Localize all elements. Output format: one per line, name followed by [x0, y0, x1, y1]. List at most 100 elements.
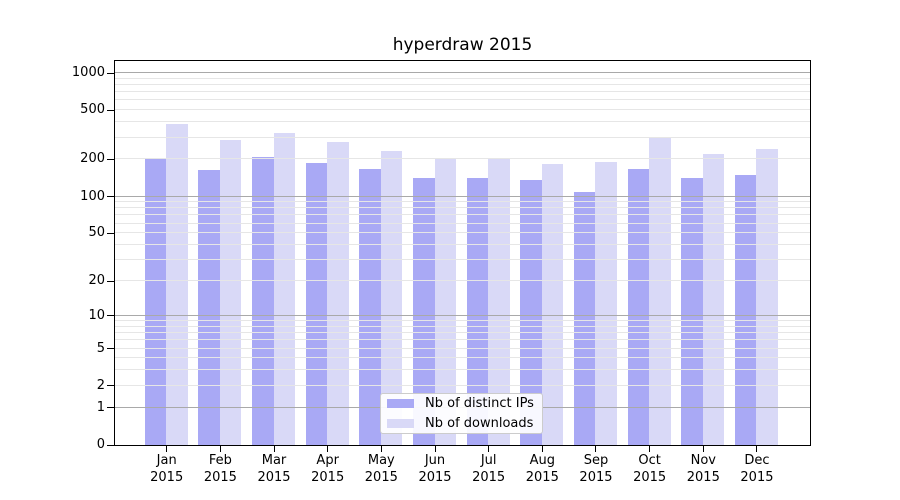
x-tick-label-month: Dec	[744, 453, 770, 468]
x-tick-label: Nov 2015	[671, 453, 735, 486]
x-tick-label: Jul 2015	[457, 453, 521, 486]
gridline-minor	[114, 136, 810, 138]
bar-downloads	[273, 132, 296, 445]
x-tick-label-month: Jan	[156, 453, 177, 468]
y-tick-label: 500	[80, 102, 105, 118]
y-tick-mark	[106, 407, 114, 409]
x-tick-mark	[434, 446, 436, 452]
bar-ips	[305, 162, 328, 445]
y-tick-label: 10	[88, 307, 105, 323]
x-tick-mark	[219, 446, 221, 452]
bar-downloads	[434, 157, 456, 445]
x-tick-label-month: Mar	[261, 453, 287, 468]
bar-ips	[252, 157, 274, 445]
x-tick-label-year: 2015	[525, 469, 559, 485]
gridline-minor	[114, 339, 810, 341]
gridline-minor	[114, 320, 810, 322]
x-tick-label-month: Oct	[638, 453, 661, 468]
bar-ips	[734, 175, 757, 445]
x-tick-label-year: 2015	[203, 469, 237, 485]
bar-ips	[627, 168, 650, 445]
gridline-minor	[114, 201, 810, 203]
x-tick-label: Jun 2015	[403, 453, 467, 486]
x-tick-label-year: 2015	[418, 469, 452, 485]
x-tick-label: Mar 2015	[242, 453, 306, 486]
x-tick-label: Dec 2015	[725, 453, 789, 486]
bar-ips	[198, 170, 220, 445]
y-tick-mark	[106, 315, 114, 317]
x-tick-label: Sep 2015	[564, 453, 628, 486]
y-tick-mark	[106, 280, 114, 282]
gridline-minor	[114, 280, 810, 282]
bar-ips	[359, 168, 381, 445]
gridline-minor	[114, 259, 810, 261]
bar-downloads	[595, 162, 617, 445]
x-tick-label-year: 2015	[364, 469, 398, 485]
y-tick-mark	[106, 348, 114, 350]
y-tick-label: 0	[96, 437, 105, 452]
legend-swatch	[387, 399, 414, 408]
x-tick-label-month: Apr	[316, 453, 339, 468]
x-tick-label-month: May	[367, 453, 395, 468]
gridline-minor	[114, 214, 810, 216]
legend-swatch	[387, 419, 414, 428]
y-tick-label: 5	[96, 340, 105, 356]
bar-ips	[520, 179, 542, 445]
y-tick-label: 100	[80, 188, 105, 204]
bar-downloads	[166, 124, 188, 445]
legend-item: Nb of distinct IPs	[387, 395, 542, 412]
x-tick-label-month: Jun	[424, 453, 446, 468]
gridline-minor	[114, 99, 810, 101]
x-tick-label-year: 2015	[686, 469, 720, 485]
y-tick-mark	[106, 444, 114, 446]
x-tick-label-month: Nov	[690, 453, 716, 468]
bar-downloads	[756, 148, 778, 445]
y-tick-label: 20	[88, 273, 105, 289]
gridline-minor	[114, 347, 810, 349]
x-tick-label: Apr 2015	[296, 453, 360, 486]
y-tick-mark	[106, 232, 114, 234]
x-tick-label-month: Feb	[208, 453, 232, 468]
y-tick-mark	[106, 158, 114, 160]
x-tick-mark	[756, 446, 758, 452]
x-tick-label-year: 2015	[472, 469, 506, 485]
x-tick-mark	[541, 446, 543, 452]
gridline-minor	[114, 222, 810, 224]
x-tick-label-month: Jul	[480, 453, 497, 468]
y-tick-label: 1000	[71, 65, 105, 80]
y-tick-label: 2	[96, 377, 105, 393]
x-tick-label-year: 2015	[257, 469, 291, 485]
gridline-minor	[114, 369, 810, 371]
bar-downloads	[488, 157, 510, 445]
gridline-minor	[114, 84, 810, 85]
bar-ips	[144, 158, 167, 445]
x-tick-label-year: 2015	[311, 469, 345, 485]
x-tick-mark	[702, 446, 704, 452]
plot-area	[113, 59, 811, 446]
bar-downloads	[649, 137, 671, 445]
x-tick-mark	[327, 446, 329, 452]
gridline-minor	[114, 332, 810, 334]
x-tick-label-year: 2015	[579, 469, 613, 485]
x-tick-mark	[273, 446, 275, 452]
y-tick-mark	[106, 385, 114, 387]
y-tick-mark	[106, 72, 114, 74]
x-tick-mark	[649, 446, 651, 452]
bar-downloads	[541, 164, 564, 445]
x-tick-label-month: Sep	[583, 453, 609, 468]
bar-ips	[573, 192, 596, 445]
y-tick-label: 200	[80, 151, 105, 167]
gridline-major	[114, 195, 810, 197]
x-tick-mark	[380, 446, 382, 452]
y-tick-mark	[106, 109, 114, 111]
x-tick-label: May 2015	[349, 453, 413, 486]
gridline-minor	[114, 325, 810, 327]
gridline-minor	[114, 158, 810, 160]
x-tick-mark	[488, 446, 490, 452]
gridline-minor	[114, 384, 810, 386]
y-tick-label: 50	[88, 225, 105, 241]
x-tick-label-year: 2015	[150, 469, 184, 485]
x-tick-label: Feb 2015	[188, 453, 252, 486]
x-tick-label-month: Aug	[529, 453, 555, 468]
bar-downloads	[219, 140, 242, 445]
